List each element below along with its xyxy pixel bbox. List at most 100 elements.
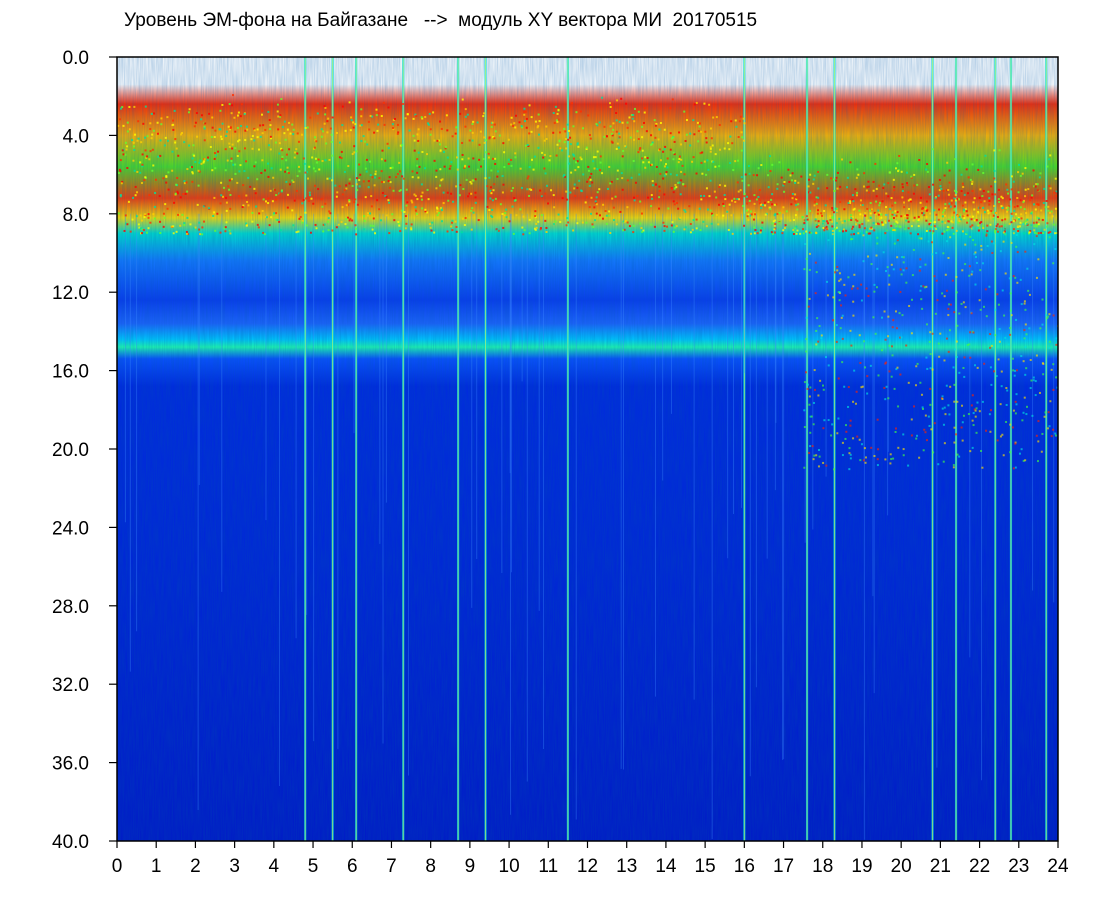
heatmap-speckle (941, 407, 944, 410)
heatmap-speckle (283, 132, 286, 135)
heatmap-speckle (375, 108, 378, 111)
heatmap-speckle (197, 184, 200, 187)
heatmap-speckle (278, 220, 281, 223)
heatmap-speckle (641, 149, 644, 152)
heatmap-speckle (783, 183, 786, 186)
heatmap-speckle (856, 168, 859, 171)
heatmap-speckle (842, 230, 845, 233)
heatmap-speckle (655, 183, 658, 186)
heatmap-speckle (1007, 206, 1010, 209)
heatmap-speckle (432, 111, 435, 114)
heatmap-speckle (1049, 154, 1052, 157)
heatmap-speckle (222, 186, 225, 189)
heatmap-speckle (770, 231, 773, 234)
heatmap-speckle (911, 274, 914, 277)
heatmap-speckle (682, 183, 685, 186)
heatmap-speckle (866, 375, 869, 378)
heatmap-speckle (471, 123, 474, 126)
heatmap-speckle (1002, 454, 1005, 457)
heatmap-speckle (892, 268, 895, 271)
heatmap-speckle (545, 230, 548, 233)
heatmap-speckle (960, 426, 963, 429)
heatmap-speckle (882, 187, 885, 190)
heatmap-speckle (767, 201, 770, 204)
heatmap-speckle (120, 107, 123, 110)
heatmap-speckle (559, 147, 562, 150)
heatmap-speckle (838, 291, 841, 294)
heatmap-speckle (247, 204, 250, 207)
heatmap-speckle (236, 126, 239, 129)
heatmap-speckle (305, 197, 308, 200)
heatmap-speckle (884, 221, 887, 224)
heatmap-speckle (396, 132, 399, 135)
heatmap-speckle (1029, 387, 1032, 390)
heatmap-speckle (953, 441, 956, 444)
heatmap-speckle (298, 165, 301, 168)
heatmap-speckle (961, 421, 964, 424)
heatmap-speckle (842, 228, 845, 231)
heatmap-speckle (989, 366, 992, 369)
heatmap-speckle (961, 404, 964, 407)
heatmap-speckle (125, 148, 128, 151)
heatmap-speckle (890, 215, 893, 218)
heatmap-speckle (414, 194, 417, 197)
heatmap-speckle (629, 136, 632, 139)
heatmap-speckle (576, 142, 579, 145)
heatmap-speckle (752, 218, 755, 221)
heatmap-speckle (838, 217, 841, 220)
heatmap-speckle (717, 223, 720, 226)
heatmap-speckle (973, 408, 976, 411)
heatmap-speckle (609, 125, 612, 128)
heatmap-speckle (368, 212, 371, 215)
heatmap-speckle (955, 291, 958, 294)
heatmap-speckle (468, 192, 471, 195)
heatmap-speckle (697, 140, 700, 143)
heatmap-speckle (807, 305, 810, 308)
heatmap-speckle (502, 142, 505, 145)
heatmap-speckle (691, 228, 694, 231)
heatmap-speckle (496, 175, 499, 178)
heatmap-speckle (806, 218, 809, 221)
heatmap-speckle (974, 255, 977, 258)
heatmap-speckle (900, 273, 903, 276)
heatmap-speckle (136, 170, 139, 173)
heatmap-speckle (587, 169, 590, 172)
heatmap-speckle (852, 300, 855, 303)
heatmap-speckle (862, 260, 865, 263)
heatmap-speckle (856, 219, 859, 222)
heatmap-speckle (731, 199, 734, 202)
heatmap-speckle (157, 155, 160, 158)
heatmap-speckle (838, 229, 841, 232)
heatmap-speckle (954, 348, 957, 351)
heatmap-speckle (862, 459, 865, 462)
heatmap-speckle (286, 170, 289, 173)
heatmap-speckle (625, 220, 628, 223)
heatmap-speckle (822, 427, 825, 430)
heatmap-speckle (534, 120, 537, 123)
heatmap-speckle (929, 212, 932, 215)
x-tick-label: 11 (538, 856, 558, 877)
heatmap-speckle (693, 103, 696, 106)
heatmap-speckle (972, 227, 975, 230)
heatmap-speckle (806, 383, 809, 386)
heatmap-speckle (896, 239, 899, 242)
heatmap-speckle (491, 199, 494, 202)
heatmap-speckle (322, 130, 325, 133)
heatmap-speckle (740, 131, 743, 134)
heatmap-speckle (955, 191, 958, 194)
heatmap-speckle (888, 219, 891, 222)
heatmap-speckle (709, 150, 712, 153)
heatmap-speckle (439, 206, 442, 209)
heatmap-speckle (539, 189, 542, 192)
heatmap-speckle (623, 228, 626, 231)
heatmap-speckle (523, 107, 526, 110)
heatmap-speckle (1048, 236, 1051, 239)
heatmap-speckle (191, 166, 194, 169)
heatmap-speckle (596, 191, 599, 194)
heatmap-speckle (617, 146, 620, 149)
heatmap-speckle (815, 226, 818, 229)
heatmap-speckle (723, 193, 726, 196)
heatmap-speckle (1028, 293, 1031, 296)
heatmap-speckle (867, 232, 870, 235)
heatmap-speckle (947, 404, 950, 407)
